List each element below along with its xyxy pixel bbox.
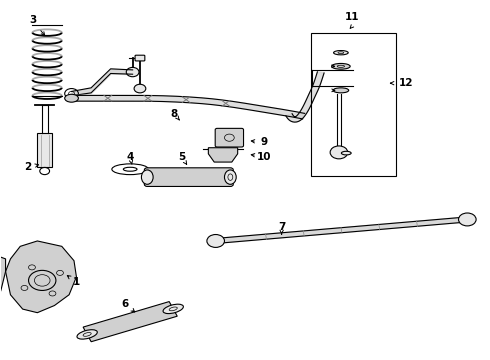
Text: 1: 1 — [73, 277, 80, 287]
Text: 3: 3 — [29, 15, 36, 26]
Text: 2: 2 — [24, 162, 31, 172]
Text: 9: 9 — [261, 138, 268, 147]
Circle shape — [330, 146, 348, 159]
Text: 7: 7 — [278, 222, 285, 231]
Polygon shape — [215, 217, 468, 243]
Text: 5: 5 — [178, 152, 185, 162]
Ellipse shape — [142, 170, 153, 184]
Text: 12: 12 — [399, 78, 414, 88]
Ellipse shape — [65, 94, 78, 102]
Polygon shape — [208, 148, 238, 162]
Polygon shape — [0, 255, 5, 291]
Text: 11: 11 — [345, 12, 360, 22]
Text: 10: 10 — [257, 152, 272, 162]
Bar — [37, 133, 52, 167]
Ellipse shape — [334, 50, 348, 55]
Text: 8: 8 — [171, 109, 178, 119]
Text: 6: 6 — [122, 299, 129, 309]
Text: 4: 4 — [126, 152, 134, 162]
Ellipse shape — [163, 304, 183, 314]
Ellipse shape — [77, 330, 98, 339]
Polygon shape — [72, 95, 305, 119]
Ellipse shape — [332, 63, 350, 69]
Polygon shape — [83, 302, 177, 342]
Ellipse shape — [342, 151, 351, 155]
Polygon shape — [286, 72, 324, 122]
Circle shape — [126, 67, 139, 77]
Ellipse shape — [333, 88, 349, 93]
Circle shape — [134, 84, 146, 93]
Circle shape — [459, 213, 476, 226]
FancyBboxPatch shape — [145, 168, 233, 186]
FancyBboxPatch shape — [215, 129, 244, 147]
Circle shape — [207, 234, 224, 247]
Bar — [311, 33, 396, 176]
Ellipse shape — [224, 170, 236, 184]
Polygon shape — [5, 241, 76, 313]
FancyBboxPatch shape — [135, 55, 145, 61]
